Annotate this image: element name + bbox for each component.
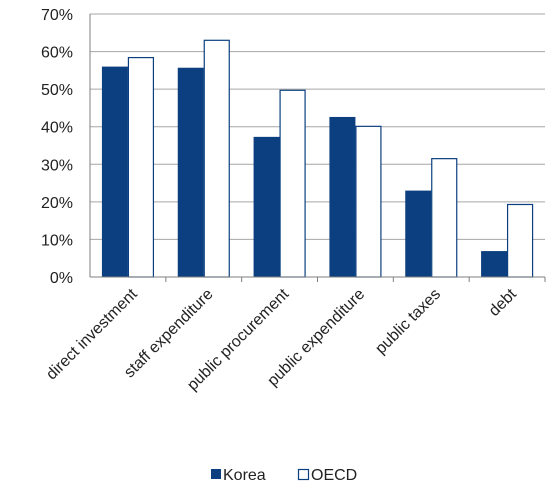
axes — [89, 14, 546, 282]
bar-korea-public-expenditure — [329, 116, 356, 278]
y-tick-label: 70% — [41, 7, 73, 24]
bar-oecd-public-taxes — [431, 158, 458, 278]
bar-korea-public-procurement — [253, 136, 280, 277]
y-tick-label: 30% — [41, 157, 73, 174]
bar-oecd-debt — [506, 203, 534, 278]
y-tick-label: 40% — [41, 120, 73, 137]
bars — [101, 39, 534, 278]
bar-oecd-public-expenditure — [355, 125, 382, 278]
bar-oecd-public-procurement — [279, 89, 306, 278]
bar-korea-public-taxes — [405, 190, 432, 277]
bar-oecd-staff-expenditure — [203, 39, 230, 278]
legend-label-oecd: OECD — [311, 467, 357, 484]
bar-korea-debt — [481, 251, 508, 277]
y-tick-label: 20% — [41, 195, 73, 212]
y-tick-label: 60% — [41, 45, 73, 62]
legend-swatch-korea — [211, 469, 221, 479]
bar-oecd-direct-investment — [127, 56, 155, 278]
legend: Korea OECD — [211, 467, 357, 484]
y-tick-label: 50% — [41, 82, 73, 99]
y-tick-label: 0% — [50, 270, 73, 287]
gridlines — [90, 13, 545, 240]
legend-label-korea: Korea — [223, 467, 266, 484]
x-category-label: public taxes — [372, 286, 444, 358]
bar-korea-direct-investment — [101, 66, 128, 277]
x-category-label: debt — [486, 285, 520, 319]
bar-korea-staff-expenditure — [177, 67, 204, 277]
y-axis-tick-labels: 0% 10% 20% 30% 40% 50% 60% 70% — [41, 7, 73, 287]
legend-swatch-oecd — [297, 468, 310, 481]
y-tick-label: 10% — [41, 232, 73, 249]
